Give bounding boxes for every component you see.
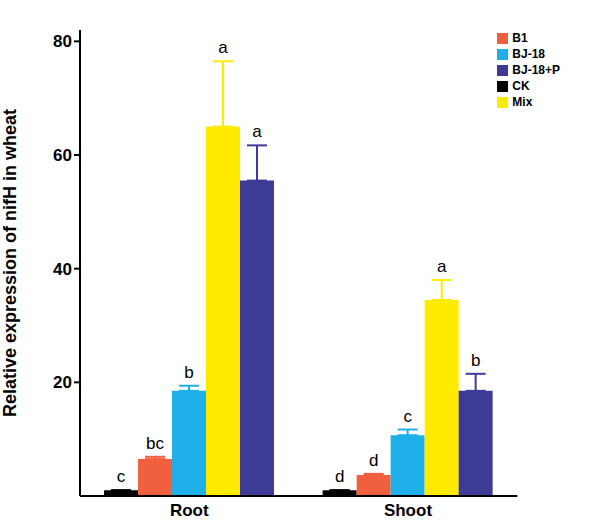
html-text:Mix: Mix bbox=[512, 95, 533, 109]
html-text:BJ-18: BJ-18 bbox=[512, 47, 545, 61]
svg-text:Shoot: Shoot bbox=[384, 501, 432, 520]
svg-text:b: b bbox=[184, 363, 193, 382]
svg-text:Root: Root bbox=[170, 501, 209, 520]
svg-text:d: d bbox=[335, 467, 344, 486]
html-text:CK: CK bbox=[512, 79, 530, 93]
html-text:BJ-18+P: BJ-18+P bbox=[512, 63, 560, 77]
svg-text:20: 20 bbox=[53, 373, 72, 392]
svg-text:c: c bbox=[403, 407, 412, 426]
svg-text:c: c bbox=[117, 467, 126, 486]
svg-text:40: 40 bbox=[53, 260, 72, 279]
svg-text:Relative expression of nifH in: Relative expression of nifH in wheat bbox=[8, 109, 20, 417]
svg-text:d: d bbox=[369, 451, 378, 470]
html-text:B1: B1 bbox=[512, 31, 528, 45]
svg-text:a: a bbox=[218, 38, 228, 57]
svg-text:80: 80 bbox=[53, 32, 72, 51]
svg-text:bc: bc bbox=[146, 434, 164, 453]
svg-text:a: a bbox=[437, 257, 447, 276]
svg-text:60: 60 bbox=[53, 146, 72, 165]
svg-text:a: a bbox=[252, 122, 262, 141]
svg-text:b: b bbox=[471, 351, 480, 370]
